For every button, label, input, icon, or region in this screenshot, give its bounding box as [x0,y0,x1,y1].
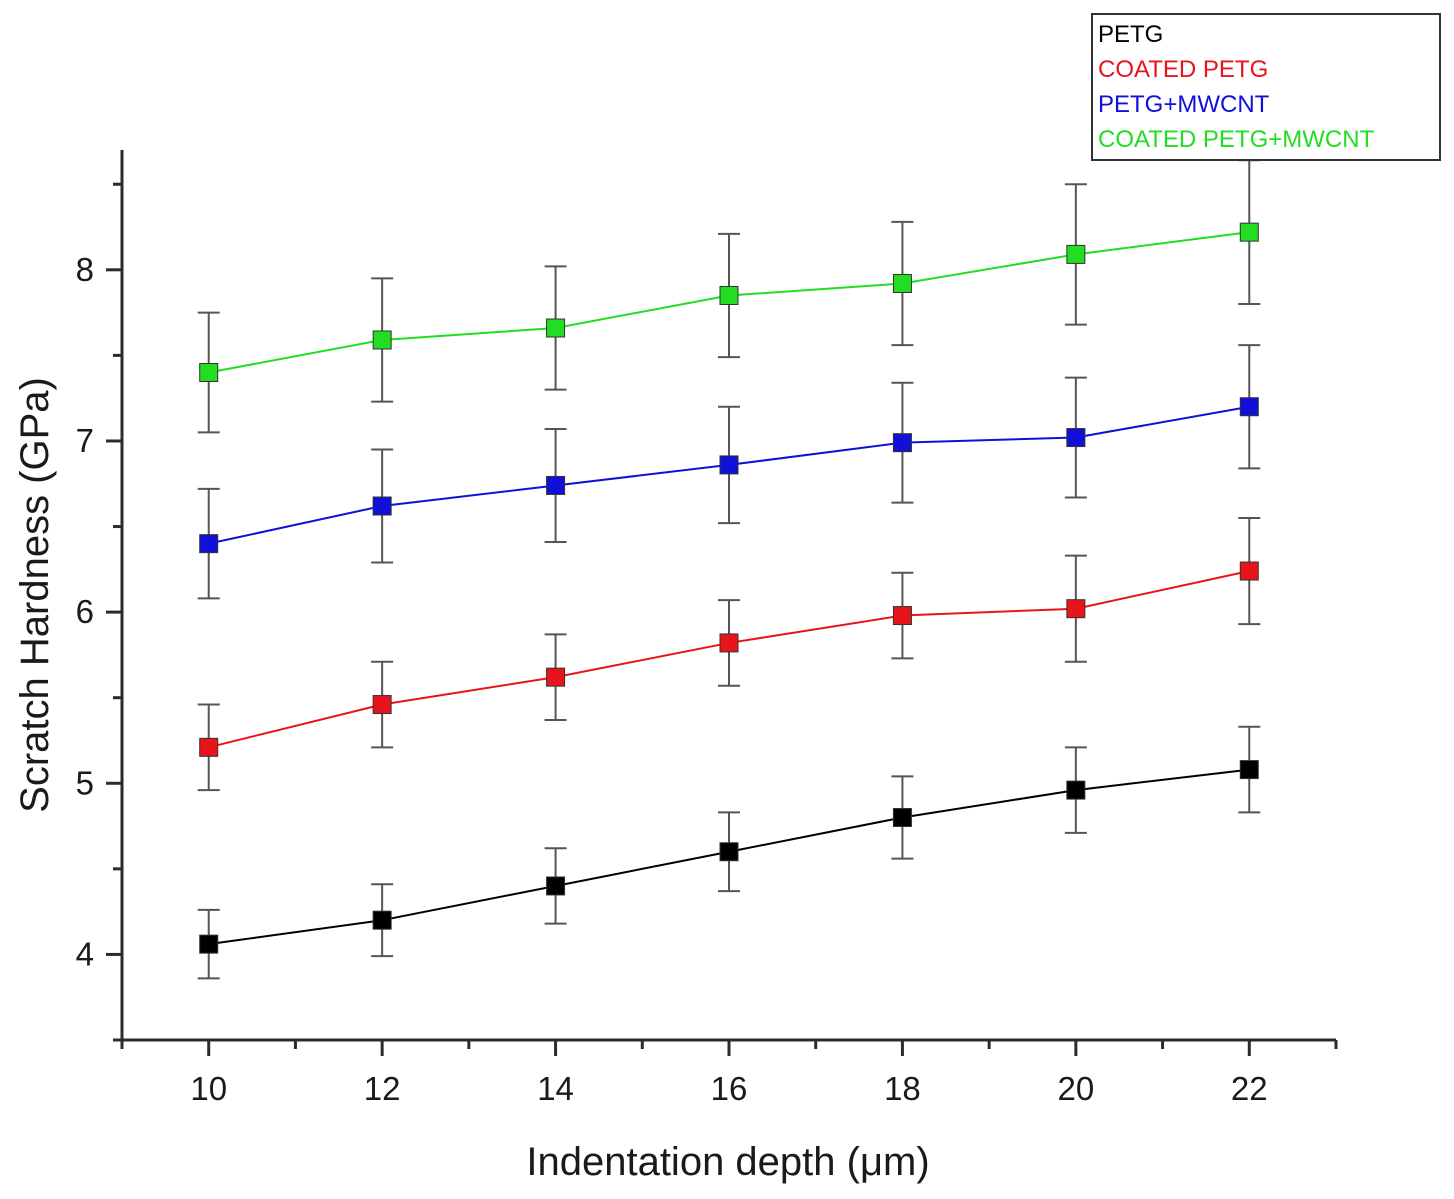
data-point [719,285,739,305]
x-tick-label: 22 [1231,1070,1268,1107]
data-point [1239,760,1259,780]
y-axis-title: Scratch Hardness (GPa) [13,377,57,813]
data-point [546,667,566,687]
y-tick-label: 8 [76,251,94,288]
data-point [892,274,912,293]
legend-box [1091,13,1441,161]
data-point [199,534,219,554]
data-point [892,808,912,827]
series-layer [197,159,1261,980]
data-point [892,433,912,453]
y-tick-label: 7 [76,422,94,459]
data-point [1239,222,1259,242]
legend-entry: COATED PETG+MWCNT [1098,126,1375,153]
x-tick-label: 14 [537,1070,574,1107]
data-point [546,318,566,338]
data-point [1066,428,1086,448]
x-tick-label: 16 [711,1070,748,1107]
series-3 [197,344,1261,600]
data-point [372,910,392,930]
data-point [1239,561,1259,581]
data-point [892,606,912,626]
data-point [719,842,739,862]
data-point [372,330,392,350]
x-tick-label: 10 [190,1070,227,1107]
legend-entry: PETG [1098,21,1163,48]
data-point [546,876,566,896]
y-tick-label: 6 [76,593,94,630]
data-point [372,695,392,715]
x-tick-label: 20 [1057,1070,1094,1107]
series-4 [197,159,1261,434]
x-tick-label: 18 [884,1070,921,1107]
legend: PETG COATED PETG PETG+MWCNT COATED PETG+MWC… [1091,13,1441,161]
data-point [372,496,392,516]
data-point [1239,397,1259,417]
legend-entry: COATED PETG [1098,56,1268,83]
y-tick-label: 5 [76,764,94,801]
data-point [719,455,739,475]
series-1 [197,725,1261,980]
y-tick-label: 4 [76,935,94,972]
data-point [546,475,566,495]
legend-entry: PETG+MWCNT [1098,91,1270,118]
x-tick-label: 12 [364,1070,401,1107]
data-point [1066,780,1086,800]
data-point [719,633,739,653]
series-2 [197,516,1261,792]
data-point [1066,599,1086,619]
data-point [1066,244,1086,264]
data-point [199,934,219,954]
axes: 10 12 14 16 18 20 22 4 5 6 7 8 [76,150,1338,1107]
data-point [199,737,219,757]
x-axis-title: Indentation depth (μm) [526,1140,929,1184]
data-point [199,363,219,382]
